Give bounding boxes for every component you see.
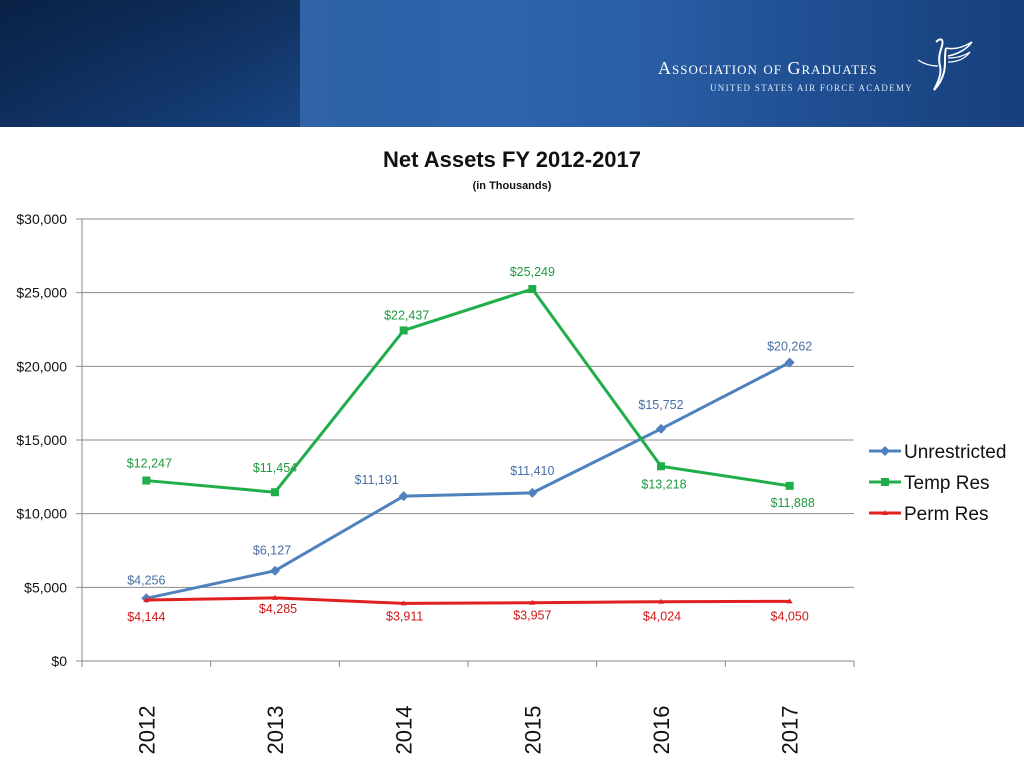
data-label: $11,410 (510, 464, 554, 478)
data-label: $4,285 (259, 602, 297, 616)
data-label: $4,144 (127, 610, 165, 624)
data-label: $11,191 (355, 473, 399, 487)
legend-marker (881, 478, 889, 486)
data-label: $6,127 (253, 544, 291, 558)
data-label: $11,454 (253, 461, 297, 475)
data-label: $3,911 (386, 609, 423, 623)
falcon-emblem-icon (918, 38, 973, 91)
data-point (784, 357, 795, 368)
data-point (529, 599, 536, 605)
legend-marker (882, 510, 888, 515)
data-point (272, 594, 278, 600)
net-assets-chart: Net Assets FY 2012-2017 (in Thousands) $0 $… (16, 147, 1006, 755)
y-tick-label: $25,000 (16, 285, 67, 301)
data-label: $12,247 (127, 457, 172, 471)
chart-title: Net Assets FY 2012-2017 (383, 147, 641, 172)
org-name: Association of Graduates (658, 58, 878, 78)
data-label: $4,050 (771, 609, 809, 623)
data-point (785, 481, 794, 490)
series-line-2 (146, 596, 790, 605)
chart-subtitle: (in Thousands) (473, 180, 552, 192)
data-point (271, 488, 279, 497)
data-label: $3,957 (513, 609, 551, 623)
x-tick-label: 2017 (778, 706, 803, 755)
header-banner: Association of Graduates UNITED STATES A… (0, 0, 1024, 127)
legend-marker (880, 446, 890, 456)
y-tick-label: $10,000 (16, 506, 67, 522)
legend-label: Perm Res (904, 504, 988, 525)
data-point (786, 598, 793, 604)
y-tick-label: $0 (51, 653, 67, 669)
data-point (142, 476, 151, 485)
data-point (528, 284, 537, 293)
x-tick-label: 2015 (520, 706, 545, 755)
legend-label: Unrestricted (904, 442, 1006, 463)
data-point (143, 596, 150, 602)
y-tick-label: $30,000 (16, 211, 67, 227)
data-point (270, 565, 280, 576)
data-label: $15,752 (638, 398, 683, 412)
data-point (656, 423, 666, 434)
data-point (527, 487, 538, 498)
legend-label: Temp Res (904, 473, 990, 494)
data-label: $25,249 (510, 265, 555, 279)
org-subtitle: UNITED STATES AIR FORCE ACADEMY (710, 83, 914, 93)
series-line-1 (146, 287, 790, 494)
x-tick-label: 2016 (649, 706, 674, 755)
series-line-0 (146, 361, 791, 600)
data-point (658, 598, 664, 604)
data-point (400, 600, 407, 606)
data-label: $4,256 (127, 573, 165, 587)
x-tick-label: 2012 (134, 706, 159, 755)
x-tick-label: 2013 (263, 706, 288, 755)
y-tick-label: $20,000 (16, 358, 67, 374)
data-label: $13,218 (641, 477, 686, 491)
data-point (399, 326, 408, 335)
x-tick-label: 2014 (392, 706, 417, 755)
data-point (657, 462, 665, 471)
data-label: $22,437 (384, 308, 429, 322)
data-point (398, 491, 409, 502)
y-tick-label: $5,000 (24, 579, 67, 595)
data-label: $20,262 (767, 339, 812, 353)
data-label: $4,024 (643, 610, 681, 624)
data-label: $11,888 (771, 496, 815, 510)
y-tick-label: $15,000 (16, 432, 67, 448)
